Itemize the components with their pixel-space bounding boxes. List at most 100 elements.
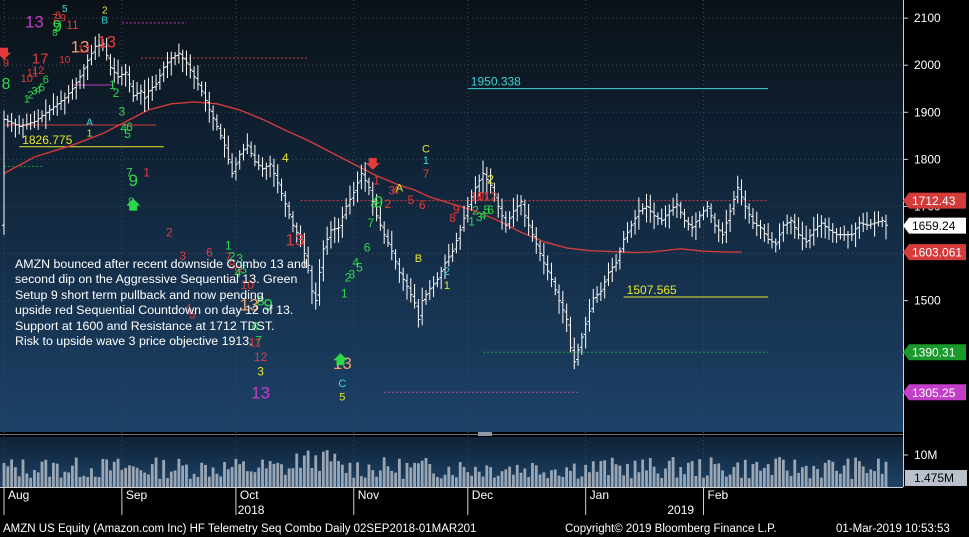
- sequential-marker: 7: [423, 167, 430, 181]
- sequential-marker: 5: [356, 260, 363, 274]
- sequential-marker: 13: [97, 32, 116, 51]
- volume-bar: [74, 457, 78, 487]
- sequential-marker: 1: [87, 128, 93, 139]
- volume-bar: [831, 461, 835, 487]
- sequential-marker: 7: [225, 250, 232, 264]
- volume-bar: [591, 461, 595, 487]
- grid: [0, 0, 903, 487]
- sequential-marker: 5: [483, 203, 490, 217]
- sequential-marker: 3: [476, 210, 483, 224]
- sequential-marker: 6: [206, 245, 213, 259]
- volume-bar: [865, 473, 869, 487]
- volume-bar: [397, 458, 401, 487]
- volume-bar: [101, 458, 105, 487]
- sequential-marker: 5: [124, 127, 131, 141]
- volume-bar: [245, 471, 249, 487]
- volume-bar: [633, 460, 637, 487]
- volume-bar: [515, 464, 519, 487]
- moving-average-line: [3, 101, 742, 254]
- price-tags: 1712.43 1659.24 1603.061 1390.31 1305.25: [903, 192, 966, 401]
- sequential-marker: 10: [241, 278, 255, 292]
- annotation-line: second dip on the Aggressive Sequential …: [15, 272, 298, 287]
- volume-bar: [477, 471, 481, 487]
- volume-bar: [196, 476, 200, 487]
- volume-bar: [386, 466, 390, 487]
- volume-bar: [873, 471, 876, 487]
- volume-bar: [207, 476, 211, 487]
- x-tick-label: Feb: [708, 488, 729, 502]
- volume-bar: [287, 468, 291, 487]
- volume-bar: [416, 463, 420, 487]
- sequential-marker: 12: [254, 350, 268, 364]
- y-tick-label: 1800: [914, 152, 941, 166]
- volume-bar: [321, 451, 325, 487]
- annotation-line: Support at 1600 and Resistance at 1712 T…: [15, 318, 275, 333]
- x-tick-label: Nov: [358, 488, 379, 502]
- volume-bar: [413, 462, 416, 487]
- volume-bar: [200, 462, 204, 487]
- volume-bar: [527, 477, 531, 487]
- moving-average: [3, 101, 742, 254]
- up-arrow-icon: [333, 353, 348, 366]
- sequential-marker: 4: [392, 184, 399, 198]
- level-label: 1826.775: [22, 133, 72, 147]
- sequential-marker: B: [101, 15, 108, 26]
- volume-bar: [124, 467, 128, 487]
- volume-bar: [690, 461, 694, 487]
- volume-bar: [162, 459, 166, 487]
- x-tick-label: Aug: [8, 488, 29, 502]
- volume-bar: [580, 476, 584, 487]
- volume-bar: [25, 473, 29, 487]
- price-bars: [2, 33, 888, 370]
- volume-bar: [318, 470, 321, 487]
- volume-bar: [671, 457, 675, 487]
- sequential-marker: 9: [129, 171, 138, 190]
- volume-bar: [36, 472, 40, 487]
- volume-bar: [740, 477, 743, 487]
- sequential-marker: B: [415, 253, 422, 265]
- volume-bar: [131, 466, 135, 487]
- volume-bar: [192, 473, 196, 487]
- panel-resize-handle[interactable]: [478, 432, 492, 436]
- volume-bar: [40, 461, 44, 487]
- sequential-marker: 2: [345, 270, 352, 284]
- volume-bar: [743, 459, 747, 487]
- sequential-marker: 9: [52, 16, 61, 35]
- volume-bar: [143, 472, 147, 487]
- volume-bar: [531, 463, 534, 487]
- sequential-marker: 2: [472, 203, 479, 217]
- volume-bar: [614, 464, 618, 487]
- sequential-marker: 11: [477, 189, 490, 203]
- sequential-marker: 8: [371, 196, 378, 210]
- y-tick-label: 2100: [914, 11, 941, 25]
- volume-bar: [82, 475, 86, 487]
- volume-bar: [751, 463, 755, 487]
- sequential-marker: 9: [263, 295, 272, 314]
- volume-bar: [261, 459, 264, 487]
- volume-bar: [789, 475, 793, 487]
- sequential-marker: 3: [349, 267, 356, 281]
- volume-bar: [352, 477, 356, 487]
- price-tag: [903, 217, 966, 234]
- volume-bar: [709, 457, 713, 487]
- sequential-marker: 1: [143, 165, 150, 179]
- volume-bar: [154, 457, 158, 487]
- volume-bar: [626, 463, 629, 487]
- sequential-marker: C: [338, 378, 346, 390]
- x-tick-label: Oct: [240, 488, 259, 502]
- volume-bar: [702, 477, 705, 487]
- volume-bar: [44, 459, 48, 487]
- volume-bar: [755, 461, 759, 487]
- volume-bar: [329, 461, 333, 487]
- volume-bar: [599, 460, 603, 487]
- sequential-marker: 5: [407, 193, 414, 207]
- sequential-marker: 5: [39, 82, 45, 94]
- volume-bar: [363, 477, 367, 487]
- sequential-marker: 1: [373, 173, 380, 187]
- volume-bar: [204, 464, 207, 487]
- volume-bar: [610, 457, 614, 487]
- volume-bar: [394, 472, 397, 487]
- sequential-marker: 1: [444, 280, 450, 292]
- volume-bar: [234, 458, 238, 487]
